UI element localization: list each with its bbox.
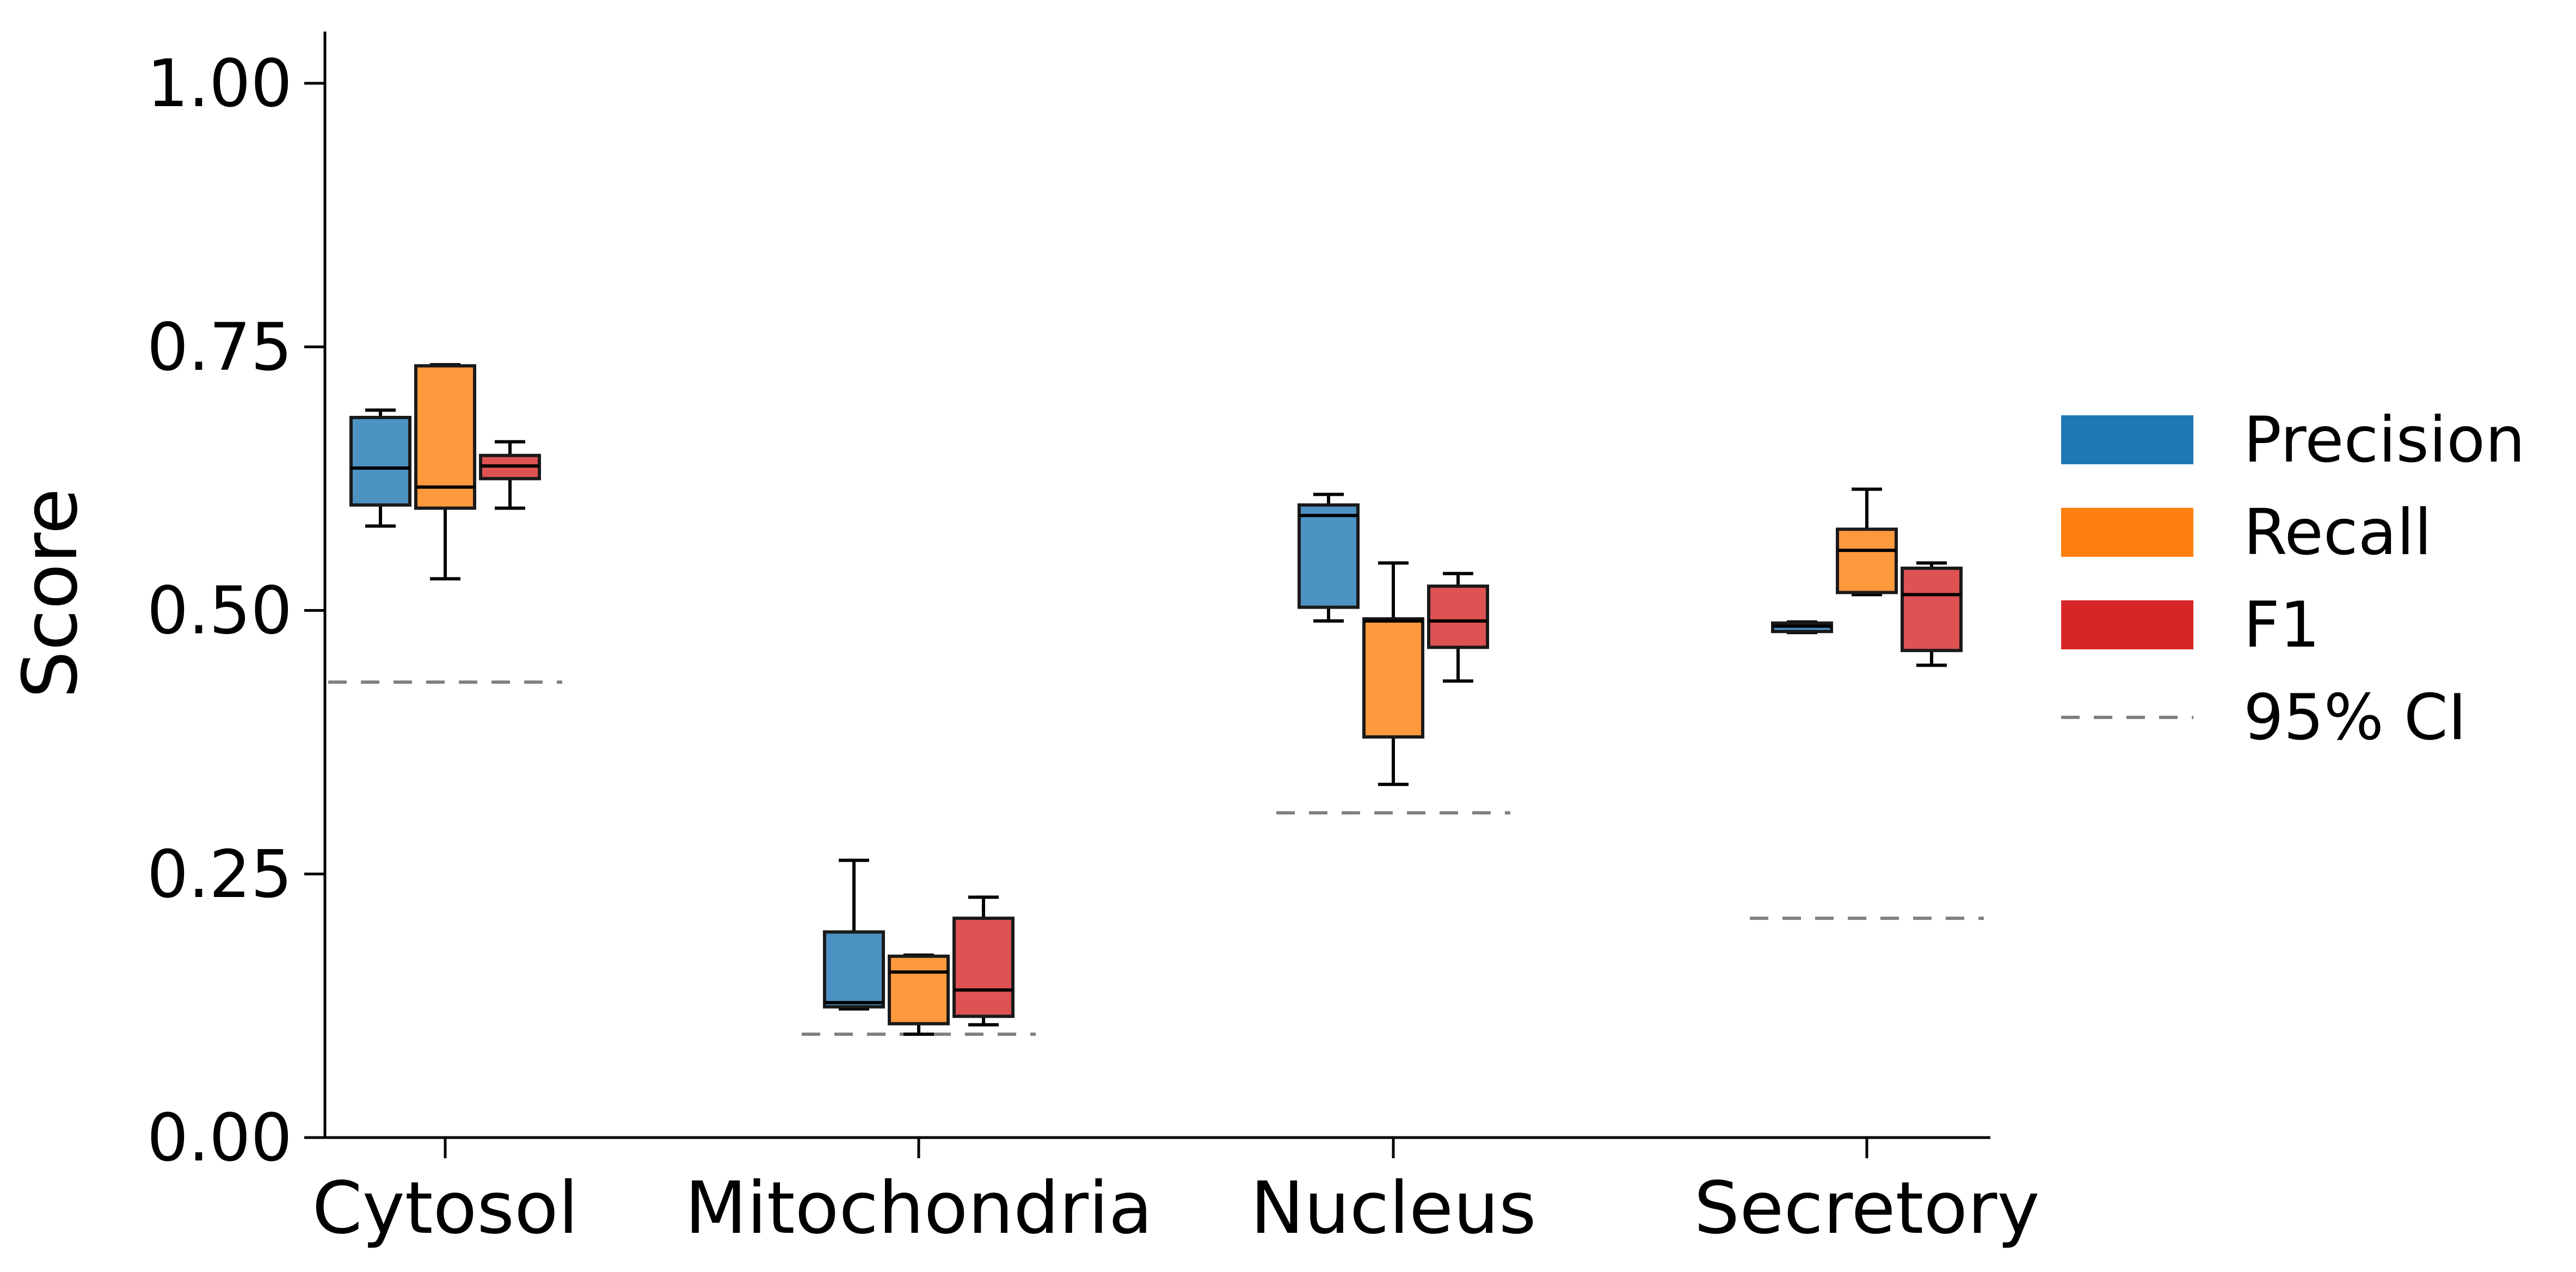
box-body (888, 954, 950, 1025)
box-body (349, 416, 411, 507)
legend-label-recall: Recall (2243, 496, 2432, 569)
y-tick-label: 0.25 (147, 837, 292, 913)
box-recall-mitochondria (888, 953, 950, 1036)
box-body (414, 364, 476, 510)
y-tick-label: 0.00 (147, 1101, 292, 1176)
box-precision-nucleus (1298, 493, 1360, 623)
box-precision-secretory (1771, 620, 1833, 635)
y-tick-label: 1.00 (147, 46, 292, 122)
box-f1-secretory (1901, 561, 1963, 667)
box-body (1427, 584, 1489, 649)
box-f1-mitochondria (952, 895, 1015, 1027)
axes-layer: 0.00 0.25 0.50 0.75 1.00 Cytosol Mitochondria N… (147, 32, 2040, 1250)
y-axis-title: Score (7, 488, 94, 699)
legend: Precision Recall F1 95% CI (2061, 403, 2525, 754)
box-body (1362, 617, 1424, 739)
box-precision-cytosol (349, 408, 411, 528)
box-body (823, 930, 885, 1009)
x-tick-label: Nucleus (1250, 1166, 1536, 1250)
box-recall-secretory (1836, 487, 1898, 597)
box-f1-nucleus (1427, 572, 1489, 683)
legend-swatch-recall (2061, 508, 2193, 557)
box-recall-cytosol (414, 363, 476, 581)
reference-lines-layer (328, 680, 1984, 1036)
x-tick-label: Mitochondria (685, 1166, 1152, 1250)
box-precision-mitochondria (823, 858, 885, 1011)
legend-label-ci: 95% CI (2243, 681, 2467, 754)
legend-label-precision: Precision (2243, 403, 2525, 477)
legend-label-f1: F1 (2243, 588, 2320, 662)
box-f1-cytosol (479, 440, 541, 510)
boxes-layer (349, 363, 1963, 1036)
box-body (1836, 527, 1898, 594)
box-body (1901, 567, 1963, 653)
box-body (952, 917, 1015, 1018)
y-tick-label: 0.75 (147, 310, 292, 385)
box-recall-nucleus (1362, 561, 1424, 786)
box-body (1298, 503, 1360, 609)
y-tick-label: 0.50 (147, 574, 292, 649)
legend-swatch-f1 (2061, 600, 2193, 649)
x-tick-label: Secretory (1694, 1166, 2039, 1250)
legend-swatch-precision (2061, 415, 2193, 464)
x-tick-label: Cytosol (312, 1166, 578, 1250)
